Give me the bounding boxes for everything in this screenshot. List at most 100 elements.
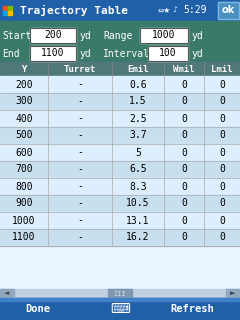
- Text: 0: 0: [181, 148, 187, 157]
- Bar: [0, 289, 240, 298]
- Text: 0: 0: [219, 233, 225, 243]
- Text: 0: 0: [219, 164, 225, 174]
- Bar: [0, 127, 240, 144]
- Bar: [0, 178, 240, 195]
- Bar: [0, 0, 240, 21]
- Bar: [148, 46, 188, 61]
- Bar: [0, 161, 240, 178]
- Text: 500: 500: [15, 131, 33, 140]
- Bar: [0, 246, 240, 290]
- Text: ◄: ◄: [4, 291, 10, 297]
- Text: 900: 900: [15, 198, 33, 209]
- Bar: [48, 62, 112, 76]
- Text: 0: 0: [219, 181, 225, 191]
- Text: 10.5: 10.5: [126, 198, 150, 209]
- Text: 6.5: 6.5: [129, 164, 147, 174]
- Bar: [30, 28, 76, 43]
- Bar: [0, 298, 240, 301]
- Text: Done: Done: [25, 304, 50, 314]
- Bar: [30, 46, 76, 61]
- Text: 100: 100: [159, 49, 177, 59]
- Text: 0: 0: [181, 215, 187, 226]
- Text: 1.5: 1.5: [129, 97, 147, 107]
- Text: ⇔★: ⇔★: [158, 5, 171, 14]
- Bar: [0, 289, 14, 298]
- Text: ⌨: ⌨: [110, 302, 130, 316]
- Text: 3.7: 3.7: [129, 131, 147, 140]
- Bar: [226, 289, 240, 298]
- Bar: [0, 229, 240, 246]
- Text: 600: 600: [15, 148, 33, 157]
- Text: 0: 0: [219, 79, 225, 90]
- Text: 0: 0: [181, 114, 187, 124]
- Text: yd: yd: [79, 31, 91, 41]
- Bar: [0, 76, 240, 93]
- Text: 13.1: 13.1: [126, 215, 150, 226]
- Text: 0: 0: [219, 215, 225, 226]
- Text: 5:29: 5:29: [183, 5, 206, 15]
- Text: 0: 0: [181, 79, 187, 90]
- Text: Lmil: Lmil: [211, 65, 233, 74]
- Text: -: -: [77, 97, 83, 107]
- Text: 0.6: 0.6: [129, 79, 147, 90]
- Text: ►: ►: [230, 291, 236, 297]
- Text: Emil: Emil: [127, 65, 149, 74]
- Bar: [218, 2, 239, 19]
- Bar: [218, 2, 239, 19]
- Text: 0: 0: [219, 114, 225, 124]
- Bar: [3, 6, 7, 10]
- Text: Trajectory Table: Trajectory Table: [20, 5, 128, 16]
- Text: 0: 0: [181, 198, 187, 209]
- Text: 200: 200: [44, 30, 62, 41]
- Bar: [3, 11, 7, 15]
- Text: 5: 5: [135, 148, 141, 157]
- Text: Y: Y: [21, 65, 27, 74]
- Text: 700: 700: [15, 164, 33, 174]
- Bar: [8, 6, 12, 10]
- Text: Range: Range: [103, 31, 132, 41]
- Text: 0: 0: [219, 97, 225, 107]
- Text: yd: yd: [192, 49, 204, 59]
- Text: Turret: Turret: [64, 65, 96, 74]
- Bar: [0, 212, 240, 229]
- Text: 1000: 1000: [12, 215, 36, 226]
- Bar: [30, 46, 76, 61]
- Text: 400: 400: [15, 114, 33, 124]
- Bar: [30, 28, 76, 43]
- Text: -: -: [77, 233, 83, 243]
- Text: 0: 0: [219, 131, 225, 140]
- Bar: [0, 144, 240, 161]
- Bar: [108, 289, 132, 298]
- Text: ♪: ♪: [172, 5, 177, 14]
- Text: Interval: Interval: [103, 49, 150, 59]
- Bar: [0, 21, 240, 62]
- Text: 0: 0: [181, 181, 187, 191]
- Text: -: -: [77, 198, 83, 209]
- Text: yd: yd: [79, 49, 91, 59]
- Text: End: End: [2, 49, 20, 59]
- Text: -: -: [77, 181, 83, 191]
- Text: -: -: [77, 131, 83, 140]
- Text: 1000: 1000: [152, 30, 176, 41]
- Text: -: -: [77, 79, 83, 90]
- Text: 1100: 1100: [12, 233, 36, 243]
- Bar: [164, 62, 204, 76]
- Bar: [8, 11, 12, 15]
- Bar: [0, 195, 240, 212]
- Text: Start: Start: [2, 31, 31, 41]
- Bar: [204, 62, 240, 76]
- Bar: [0, 93, 240, 110]
- Text: 2.5: 2.5: [129, 114, 147, 124]
- Text: 16.2: 16.2: [126, 233, 150, 243]
- Bar: [140, 28, 188, 43]
- Text: 1100: 1100: [41, 49, 65, 59]
- Text: 0: 0: [181, 131, 187, 140]
- Text: 200: 200: [15, 79, 33, 90]
- Bar: [148, 46, 188, 61]
- Text: Refresh: Refresh: [170, 304, 214, 314]
- Text: 0: 0: [181, 164, 187, 174]
- Text: III: III: [114, 291, 126, 297]
- Text: -: -: [77, 114, 83, 124]
- Text: Wmil: Wmil: [173, 65, 195, 74]
- Text: ok: ok: [222, 5, 235, 15]
